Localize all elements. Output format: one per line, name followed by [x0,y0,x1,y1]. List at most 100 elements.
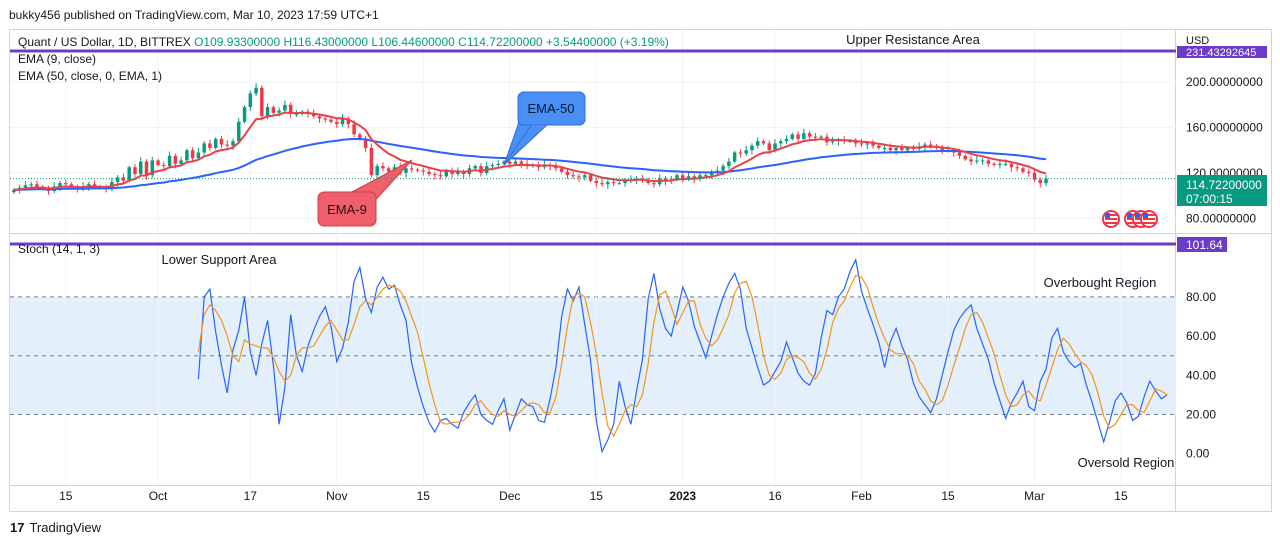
candle-body [288,104,293,114]
publish-info: bukky456 published on TradingView.com, M… [9,8,379,22]
candle-body [675,175,679,180]
candle-body [854,141,858,144]
stoch-legend[interactable]: Stoch (14, 1, 3) [18,242,101,256]
candle-body [767,143,771,151]
candle-body [421,170,426,172]
us-flag-icon[interactable] [1140,210,1158,228]
time-tick-label: 15 [1114,489,1128,503]
candle-body [265,107,270,117]
ema9-legend[interactable]: EMA (9, close) [18,52,97,66]
stoch-k-line [197,257,1168,454]
candle-body [369,147,374,176]
candle-body [583,175,587,178]
candle-body [975,160,979,162]
candle-body [957,152,962,156]
candle-body [58,183,62,187]
candle-body [242,107,247,122]
candle-body [1032,172,1037,180]
ema9-callout-label: EMA-9 [327,202,367,217]
stoch-band-group [10,296,1176,415]
candle-body [998,163,1002,165]
symbol-legend[interactable]: Quant / US Dollar, 1D, BITTREX O109.9330… [18,35,669,49]
ema50-legend[interactable]: EMA (50, close, 0, EMA, 1) [18,69,163,83]
candle-body [513,161,518,164]
candle-body [283,104,287,111]
ema-group [13,111,1047,191]
candle-body [190,150,195,159]
candle-body [444,170,449,177]
candle-body [352,124,356,135]
candle-body [796,134,800,139]
stoch-tick-label: 20.00 [1186,407,1216,421]
time-tick-label: 15 [590,489,604,503]
candle-body [202,143,206,153]
candle-body [1038,179,1042,184]
candle-body [346,118,351,125]
candle-body [363,138,368,148]
us-flag-icon[interactable] [1102,210,1120,228]
candle-body [156,160,160,165]
ema50-callout: EMA-50 [503,91,586,166]
ohlc-change: +3.54400000 (+3.19%) [546,35,669,49]
candle-body [415,169,420,171]
candle-body [139,161,143,175]
candle-body [830,141,835,143]
candle-body [271,107,276,113]
candle-body [727,161,731,167]
candle-body [508,161,512,164]
ohlc-close: C114.72200000 [458,35,543,49]
candle-body [1003,163,1008,165]
ohlc-open: O109.93300000 [194,35,281,49]
candle-body [709,172,714,176]
candle-body [819,136,823,138]
candle-body [196,152,201,159]
candle-body [1021,168,1025,172]
candle-body [173,155,178,164]
candle-body [144,161,149,176]
candle-body [779,141,783,144]
economic-events[interactable] [1102,210,1158,228]
candle-body [29,184,33,186]
candle-body [404,168,408,173]
candle-body [704,175,708,177]
time-tick-label: 16 [768,489,782,503]
candle-body [992,163,996,165]
candle-body [35,184,39,187]
time-tick-label: 15 [59,489,73,503]
candle-body [133,167,137,175]
candle-body [496,163,500,165]
candle-body [721,166,725,171]
time-tick-label: Feb [851,489,872,503]
candle-body [594,180,598,184]
candle-body [577,176,581,178]
oversold-label: Oversold Region [1078,455,1175,470]
time-ticks-group: 15 Oct 17 Nov 15 Dec 15 2023 16 Feb 15 Mar 15 [59,489,1128,503]
candle-body [894,147,898,151]
candle-body [773,143,777,151]
candle-body [571,175,575,177]
candle-body [588,175,593,181]
candle-body [317,116,322,119]
candle-body [1044,178,1048,184]
ema50-callout-label: EMA-50 [528,101,575,116]
candle-body [167,155,172,167]
candle-body [761,141,766,144]
candle-body [565,171,570,176]
tradingview-brand[interactable]: 17 TradingView [10,520,101,535]
candle-body [479,166,483,173]
candle-body [790,134,795,139]
candle-body [784,138,789,142]
candle-body [882,147,887,149]
candle-body [600,183,604,185]
candle-body [254,87,258,94]
stoch-tick-label: 40.00 [1186,368,1216,382]
upper-resistance-label: Upper Resistance Area [846,32,980,47]
stoch-band-fill [10,296,1176,415]
candle-body [237,121,241,142]
candle-body [23,185,28,188]
tradingview-logo-icon: 17 [10,520,25,535]
candle-body [738,152,743,154]
candle-body [877,145,881,148]
candle-body [681,175,685,179]
